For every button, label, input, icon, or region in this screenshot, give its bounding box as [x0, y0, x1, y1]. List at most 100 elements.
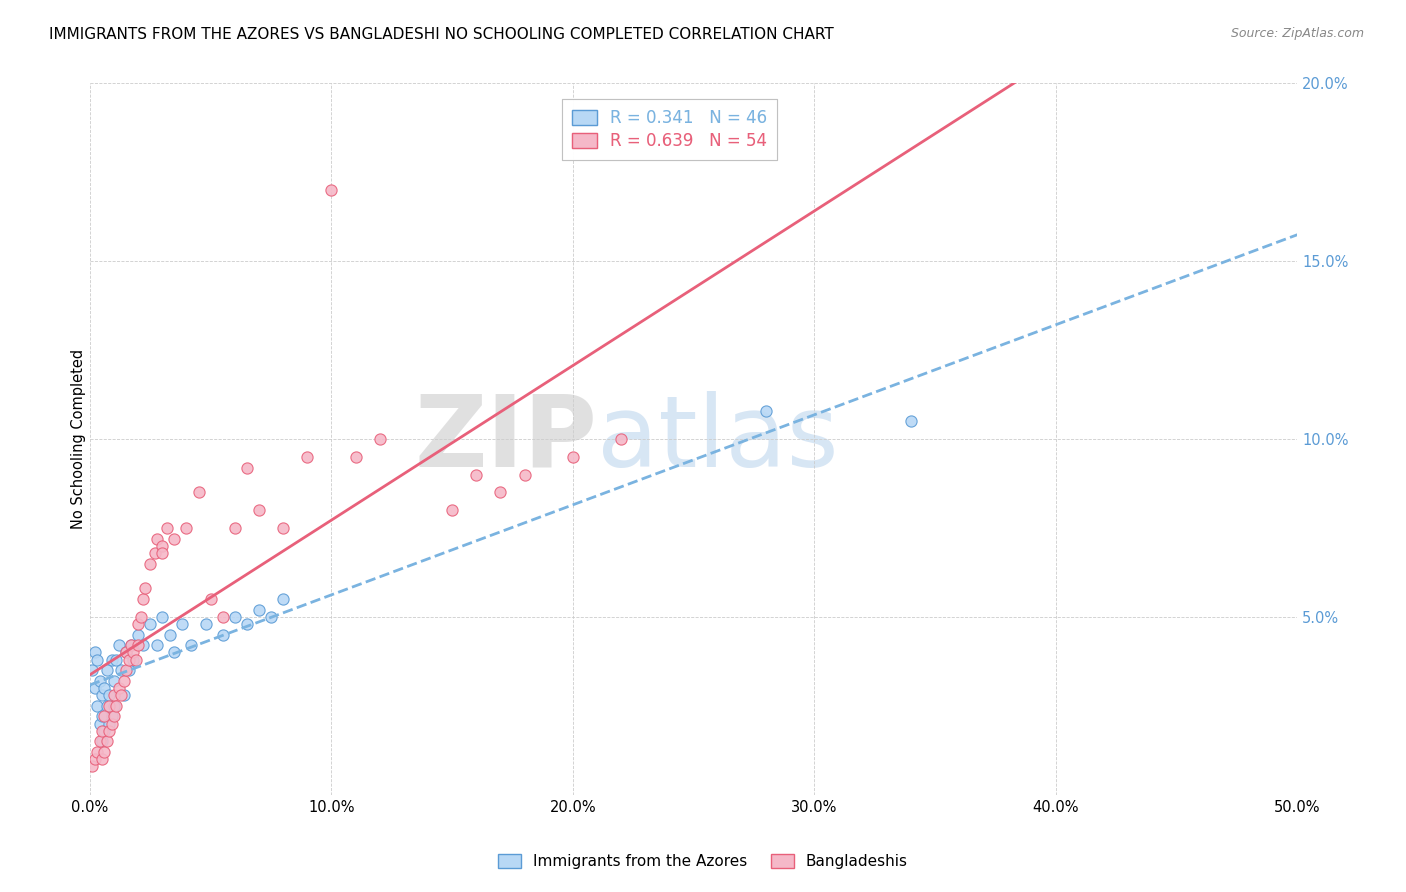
Point	[127, 628, 149, 642]
Point	[100, 709, 122, 723]
Point	[127, 617, 149, 632]
Point	[150, 539, 173, 553]
Point	[91, 709, 114, 723]
Text: atlas: atlas	[598, 391, 838, 488]
Point	[150, 546, 173, 560]
Point	[117, 663, 139, 677]
Point	[89, 734, 111, 748]
Point	[98, 723, 121, 738]
Point	[170, 617, 193, 632]
Text: Source: ZipAtlas.com: Source: ZipAtlas.com	[1230, 27, 1364, 40]
Point	[146, 532, 169, 546]
Point	[91, 752, 114, 766]
Point	[146, 638, 169, 652]
Point	[96, 663, 118, 677]
Point	[441, 503, 464, 517]
Point	[91, 688, 114, 702]
Point	[344, 450, 367, 464]
Point	[125, 652, 148, 666]
Legend: Immigrants from the Azores, Bangladeshis: Immigrants from the Azores, Bangladeshis	[492, 848, 914, 875]
Point	[83, 752, 105, 766]
Point	[224, 610, 246, 624]
Point	[96, 734, 118, 748]
Point	[132, 638, 155, 652]
Point	[112, 688, 135, 702]
Point	[755, 403, 778, 417]
Point	[98, 688, 121, 702]
Point	[91, 734, 114, 748]
Point	[110, 688, 132, 702]
Point	[115, 645, 138, 659]
Point	[489, 485, 512, 500]
Point	[129, 610, 152, 624]
Point	[98, 716, 121, 731]
Point	[86, 652, 108, 666]
Point	[150, 610, 173, 624]
Point	[83, 645, 105, 659]
Point	[187, 485, 209, 500]
Point	[211, 628, 233, 642]
Point	[86, 698, 108, 713]
Point	[260, 610, 283, 624]
Point	[247, 503, 270, 517]
Point	[112, 673, 135, 688]
Point	[105, 698, 128, 713]
Point	[110, 663, 132, 677]
Point	[115, 663, 138, 677]
Point	[105, 652, 128, 666]
Point	[321, 183, 343, 197]
Point	[132, 592, 155, 607]
Point	[93, 681, 115, 695]
Point	[200, 592, 222, 607]
Point	[122, 652, 145, 666]
Point	[127, 638, 149, 652]
Point	[93, 745, 115, 759]
Point	[900, 414, 922, 428]
Point	[295, 450, 318, 464]
Point	[194, 617, 217, 632]
Point	[236, 617, 259, 632]
Point	[465, 467, 488, 482]
Point	[91, 723, 114, 738]
Text: ZIP: ZIP	[415, 391, 598, 488]
Point	[82, 759, 104, 773]
Point	[103, 698, 125, 713]
Point	[100, 716, 122, 731]
Point	[93, 709, 115, 723]
Point	[115, 645, 138, 659]
Point	[134, 582, 156, 596]
Point	[561, 450, 583, 464]
Point	[83, 681, 105, 695]
Point	[103, 673, 125, 688]
Point	[271, 592, 294, 607]
Point	[610, 432, 633, 446]
Point	[211, 610, 233, 624]
Point	[100, 652, 122, 666]
Point	[98, 698, 121, 713]
Point	[117, 652, 139, 666]
Point	[163, 532, 186, 546]
Point	[122, 645, 145, 659]
Y-axis label: No Schooling Completed: No Schooling Completed	[72, 349, 86, 529]
Point	[103, 709, 125, 723]
Point	[89, 716, 111, 731]
Point	[93, 723, 115, 738]
Point	[82, 663, 104, 677]
Point	[139, 557, 162, 571]
Point	[108, 681, 131, 695]
Point	[236, 460, 259, 475]
Legend: R = 0.341   N = 46, R = 0.639   N = 54: R = 0.341 N = 46, R = 0.639 N = 54	[562, 99, 778, 160]
Point	[159, 628, 181, 642]
Point	[108, 638, 131, 652]
Text: IMMIGRANTS FROM THE AZORES VS BANGLADESHI NO SCHOOLING COMPLETED CORRELATION CHA: IMMIGRANTS FROM THE AZORES VS BANGLADESH…	[49, 27, 834, 42]
Point	[120, 638, 142, 652]
Point	[96, 698, 118, 713]
Point	[513, 467, 536, 482]
Point	[163, 645, 186, 659]
Point	[224, 521, 246, 535]
Point	[86, 745, 108, 759]
Point	[247, 603, 270, 617]
Point	[89, 673, 111, 688]
Point	[156, 521, 179, 535]
Point	[139, 617, 162, 632]
